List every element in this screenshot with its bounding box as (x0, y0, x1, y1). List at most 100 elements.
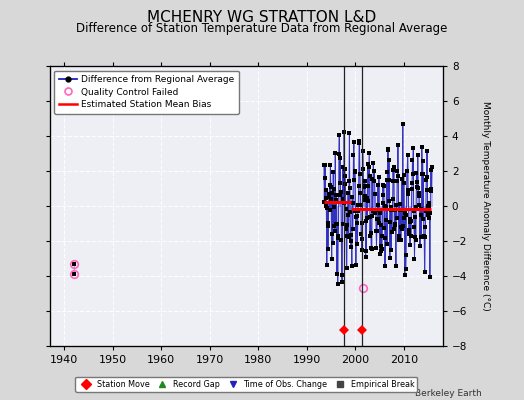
Point (377, 222, 385, 228)
Point (375, 220, 384, 226)
Point (403, 168, 411, 174)
Point (407, 232, 415, 239)
Point (366, 214, 375, 220)
Point (390, 222, 399, 228)
Point (343, 232, 352, 239)
Point (410, 256, 419, 262)
Point (386, 255, 394, 262)
Point (348, 226, 357, 232)
Point (423, 187, 432, 193)
Point (362, 218, 370, 224)
Point (386, 207, 395, 214)
Point (371, 210, 379, 216)
Point (422, 176, 430, 183)
Point (405, 226, 413, 233)
Point (407, 217, 416, 224)
Point (417, 206, 425, 212)
Point (370, 177, 378, 184)
Point (357, 230, 365, 237)
Point (417, 212, 425, 218)
Point (380, 202, 389, 209)
Point (353, 212, 361, 219)
Point (337, 189, 345, 195)
Point (384, 147, 392, 154)
Point (369, 160, 377, 166)
Point (352, 262, 360, 268)
Point (393, 178, 401, 184)
Point (423, 212, 432, 218)
Point (328, 256, 336, 262)
Point (426, 209, 434, 216)
Point (351, 169, 359, 176)
Point (412, 170, 421, 176)
Point (428, 164, 436, 170)
Point (383, 168, 391, 175)
Point (332, 197, 340, 204)
Point (361, 178, 369, 184)
Point (396, 206, 405, 213)
Point (330, 186, 339, 192)
Point (355, 140, 363, 146)
Point (411, 234, 419, 240)
Point (353, 220, 361, 226)
Point (339, 164, 347, 170)
Point (368, 176, 376, 182)
Point (375, 173, 383, 180)
Point (351, 167, 359, 174)
Point (373, 216, 381, 222)
Point (389, 178, 398, 184)
Point (341, 173, 349, 180)
Point (424, 203, 433, 210)
Point (390, 226, 398, 232)
Point (411, 237, 420, 243)
Point (354, 202, 363, 208)
Point (329, 169, 337, 175)
Point (408, 186, 416, 192)
Point (336, 155, 344, 161)
Point (377, 243, 386, 250)
Point (406, 242, 414, 248)
Point (423, 147, 431, 154)
Point (350, 176, 358, 183)
Point (341, 181, 350, 187)
Point (406, 218, 414, 225)
Point (379, 192, 388, 198)
Point (358, 246, 366, 253)
Point (365, 173, 374, 180)
Point (395, 232, 403, 239)
Point (339, 196, 347, 202)
Point (373, 228, 381, 234)
Point (414, 193, 423, 200)
Point (381, 262, 389, 269)
Point (404, 191, 412, 198)
Point (379, 182, 388, 189)
Point (409, 208, 418, 214)
Point (332, 221, 340, 227)
Point (331, 150, 340, 156)
Point (366, 233, 374, 240)
Point (70, 260, 78, 267)
Point (321, 195, 330, 201)
Point (413, 179, 421, 185)
Point (376, 248, 385, 254)
Point (406, 216, 414, 222)
Point (341, 166, 349, 172)
Point (335, 179, 344, 186)
Point (70, 271, 78, 278)
Point (392, 202, 400, 209)
Point (425, 214, 434, 221)
Point (424, 203, 432, 210)
Point (402, 212, 411, 218)
Point (388, 196, 397, 202)
Point (370, 168, 379, 174)
Point (362, 248, 370, 255)
Point (399, 121, 407, 127)
Point (348, 193, 356, 200)
Point (334, 235, 342, 241)
Point (387, 247, 395, 254)
Point (368, 212, 377, 219)
Point (335, 151, 343, 158)
Point (324, 190, 333, 197)
Point (394, 142, 402, 148)
Point (395, 236, 403, 243)
